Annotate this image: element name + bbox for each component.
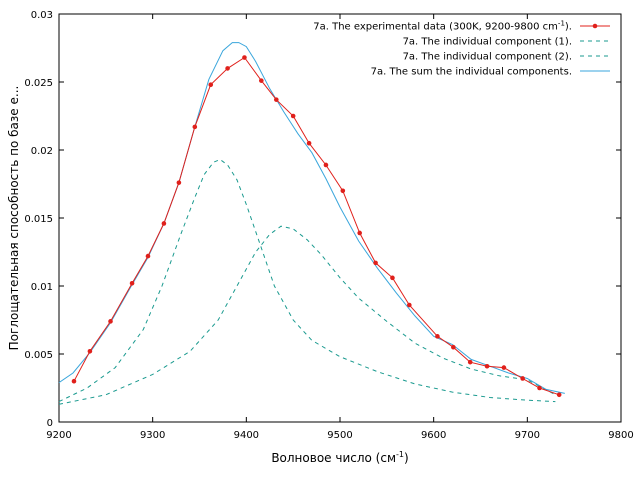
y-tick-label: 0 <box>47 418 53 429</box>
data-point <box>87 348 93 354</box>
legend-label-1: 7a. The experimental data (300K, 9200-98… <box>313 20 572 33</box>
data-point <box>373 260 378 266</box>
data-point <box>129 280 135 286</box>
data-point <box>435 334 440 339</box>
data-point <box>161 221 167 226</box>
y-tick-label: 0.025 <box>24 78 53 89</box>
x-tick-label: 9700 <box>515 430 540 441</box>
legend-label-2: 7a. The individual component (1). <box>403 37 572 48</box>
series-line-3 <box>58 225 556 405</box>
data-point <box>225 66 230 71</box>
data-point <box>357 230 362 236</box>
legend-label-3: 7a. The individual component (2). <box>403 52 572 63</box>
x-tick-label: 9400 <box>234 430 259 441</box>
data-point <box>501 365 507 370</box>
y-tick-label: 0.005 <box>24 350 53 361</box>
data-point <box>145 253 151 259</box>
data-point <box>192 124 198 130</box>
data-point <box>242 55 247 60</box>
data-point <box>390 275 395 281</box>
data-point <box>176 180 182 185</box>
x-tick-label: 9800 <box>608 430 633 441</box>
data-point <box>306 140 312 146</box>
data-point <box>340 188 346 194</box>
data-point <box>484 363 490 369</box>
y-axis-title: Поглощательная способность по базе е... <box>7 86 21 351</box>
series-layer <box>58 42 565 405</box>
legend: 7a. The experimental data (300K, 9200-98… <box>313 20 610 78</box>
data-point <box>520 376 525 381</box>
data-point <box>556 392 562 398</box>
x-tick-label: 9200 <box>46 430 71 441</box>
data-point <box>259 78 264 83</box>
axis-ticks: 9200 9300 9400 9500 9600 9700 9800 0 0.005 0.01 0.… <box>24 10 633 441</box>
data-point <box>451 344 456 350</box>
y-tick-label: 0.02 <box>31 146 53 157</box>
x-axis-title: Волновое число (см-1) <box>271 450 408 465</box>
legend-marker <box>592 23 598 29</box>
legend-label-4: 7a. The sum the individual components. <box>371 67 572 78</box>
data-point <box>467 359 473 365</box>
data-point <box>537 385 542 391</box>
y-tick-label: 0.03 <box>31 10 53 21</box>
data-point <box>274 97 279 102</box>
x-tick-label: 9600 <box>421 430 446 441</box>
y-tick-label: 0.015 <box>24 214 53 225</box>
series-line-2 <box>58 158 556 403</box>
data-point <box>71 378 77 384</box>
x-tick-label: 9300 <box>140 430 165 441</box>
data-point <box>290 113 296 119</box>
data-point <box>208 82 214 88</box>
data-point <box>323 162 329 168</box>
data-point <box>407 302 412 308</box>
y-tick-label: 0.01 <box>31 282 53 293</box>
x-tick-label: 9500 <box>327 430 352 441</box>
data-point <box>108 319 113 324</box>
series-line-1 <box>73 56 560 396</box>
